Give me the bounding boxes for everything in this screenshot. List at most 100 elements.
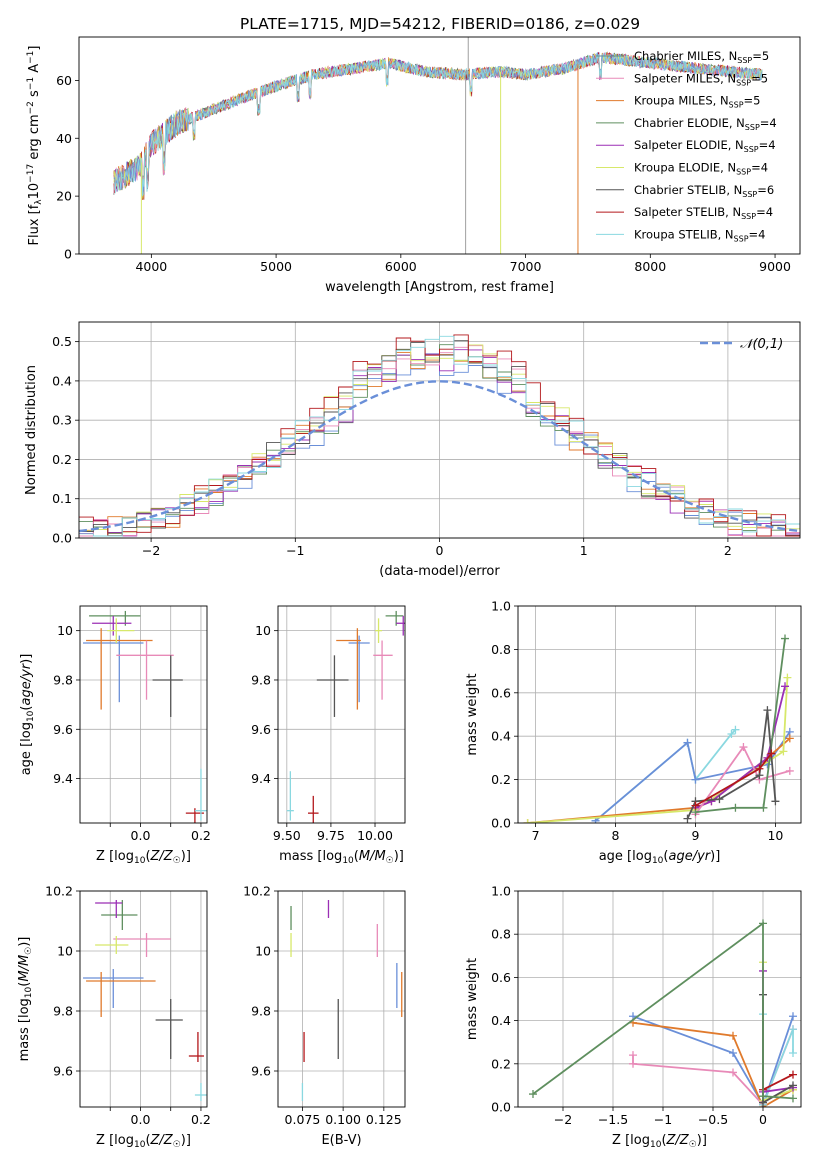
series-marker (729, 1068, 737, 1077)
x-tick-label: 6000 (385, 259, 417, 274)
y-tick-label: 9.6 (251, 722, 271, 737)
weight-vs-age-panel: 7 8 9 10 0.0 0.2 0.4 0.6 0.8 1.0 age [log10(age/yr… (465, 599, 802, 866)
x-tick-label: 8 (612, 828, 620, 843)
y-tick-label: 0.4 (491, 729, 511, 744)
series-line (532, 921, 794, 1100)
legend-entry: Salpeter MILES, NSSP=5 (634, 71, 768, 87)
y-tick-label: 10 (255, 944, 271, 959)
legend-entry: Kroupa STELIB, NSSP=4 (634, 227, 765, 243)
series-marker (629, 1059, 637, 1068)
y-tick-label: 0.0 (491, 1100, 511, 1115)
y-axis-label: mass weight (465, 958, 480, 1040)
y-axis-label: Normed distribution (24, 365, 39, 495)
y-tick-label: 9.4 (251, 771, 271, 786)
y-tick-label: 9.8 (251, 1004, 271, 1019)
series-marker (759, 1092, 767, 1101)
x-tick-label: 5000 (260, 259, 292, 274)
normal-curve (79, 380, 800, 533)
y-tick-label: 9.8 (251, 672, 271, 687)
legend-entry: 𝒩(0,1) (740, 337, 783, 352)
series-marker (789, 1025, 797, 1034)
series-marker (759, 803, 768, 812)
axes-frame (79, 890, 208, 1108)
y-tick-label: 0.2 (491, 772, 511, 787)
series-marker (763, 706, 772, 715)
y-tick-label: 0.5 (52, 334, 72, 349)
figure-title: PLATE=1715, MJD=54212, FIBERID=0186, z=0… (240, 15, 640, 33)
series-marker (789, 1070, 797, 1079)
series-marker (789, 1049, 797, 1057)
age-vs-mass-panel: 9.50 9.75 10.00 9.4 9.6 9.8 10 mass [log10(M/M☉… (251, 605, 406, 866)
x-tick-label: −1 (286, 543, 304, 558)
y-tick-label: 9.6 (53, 1064, 73, 1079)
x-tick-label: 2 (724, 543, 732, 558)
series-marker (729, 1049, 737, 1057)
series-marker (715, 795, 724, 804)
x-tick-label: 0.2 (191, 828, 211, 843)
y-tick-label: 10 (57, 623, 73, 638)
series-marker (731, 803, 740, 812)
series-line (527, 677, 789, 823)
x-tick-label: 8000 (634, 259, 666, 274)
x-tick-label: 0.2 (191, 1112, 211, 1127)
y-tick-label: 0.0 (491, 816, 511, 831)
grid (80, 890, 207, 1107)
y-tick-label: 0.2 (491, 1056, 511, 1071)
series-marker (739, 743, 748, 752)
series-marker (629, 1051, 637, 1060)
grid (278, 890, 405, 1107)
x-axis-label: Z [log10(Z/Z☉)] (96, 849, 191, 866)
x-tick-label: 9.50 (273, 828, 301, 843)
y-tick-label: 1.0 (491, 884, 511, 899)
x-axis-label: (data-model)/error (379, 564, 500, 579)
y-tick-label: 60 (56, 73, 72, 88)
y-tick-label: 0.2 (52, 452, 72, 467)
x-tick-label: 0 (436, 543, 444, 558)
series-marker (785, 734, 794, 743)
legend-entry: Chabrier STELIB, NSSP=6 (634, 183, 774, 199)
series-marker (731, 725, 740, 734)
x-tick-label: −1 (654, 1112, 672, 1127)
mass-vs-ebv-panel: 0.075 0.100 0.125 9.6 9.8 10 10.2 E(B-V) (243, 884, 406, 1148)
plot-area (79, 334, 800, 537)
series-marker (707, 797, 716, 806)
series-marker (789, 1012, 797, 1021)
legend-entry: Chabrier ELODIE, NSSP=4 (634, 116, 777, 132)
mass-vs-z-panel: 0.0 0.2 9.6 9.8 10 10.2 Z [log10(Z/Z☉)] mass [l… (17, 884, 211, 1151)
x-tick-label: 4000 (135, 259, 167, 274)
x-tick-label: 10.00 (357, 828, 393, 843)
y-tick-label: 9.6 (53, 722, 73, 737)
axes-frame (517, 605, 802, 824)
x-tick-label: 0.075 (285, 1112, 321, 1127)
x-tick-label: 0.0 (131, 828, 151, 843)
series-line (686, 710, 777, 820)
series-marker (727, 730, 736, 739)
plot-area (113, 37, 763, 254)
plot-area (529, 919, 797, 1107)
series-line (762, 1073, 794, 1091)
x-tick-label: 0.0 (131, 1112, 151, 1127)
x-tick-label: −2 (554, 1112, 572, 1127)
series-marker (755, 764, 764, 773)
y-tick-label: 9.4 (53, 771, 73, 786)
series-marker (785, 766, 794, 775)
series-marker (683, 738, 692, 747)
series-marker (781, 634, 790, 643)
y-tick-label: 0 (64, 247, 72, 262)
histogram-steps (79, 353, 800, 537)
grid (518, 605, 801, 824)
legend-entry: Salpeter STELIB, NSSP=4 (634, 205, 773, 221)
series-marker (529, 1090, 537, 1099)
series-line (695, 638, 786, 813)
grid (80, 606, 207, 823)
grid (278, 606, 405, 823)
spectrum-line (113, 52, 763, 197)
residuals-panel: −2 −1 0 1 2 0.0 0.1 0.2 0.3 0.4 0.5 (data-model)/er… (24, 321, 801, 579)
y-tick-label: 0.0 (52, 531, 72, 546)
age-vs-z-panel: 0.0 0.2 9.4 9.6 9.8 10 Z [log10(Z/Z☉)] age [log… (19, 605, 211, 866)
histogram-steps (79, 334, 800, 537)
plot-area (83, 610, 207, 823)
y-tick-label: 9.6 (251, 1064, 271, 1079)
x-tick-label: 7000 (510, 259, 542, 274)
